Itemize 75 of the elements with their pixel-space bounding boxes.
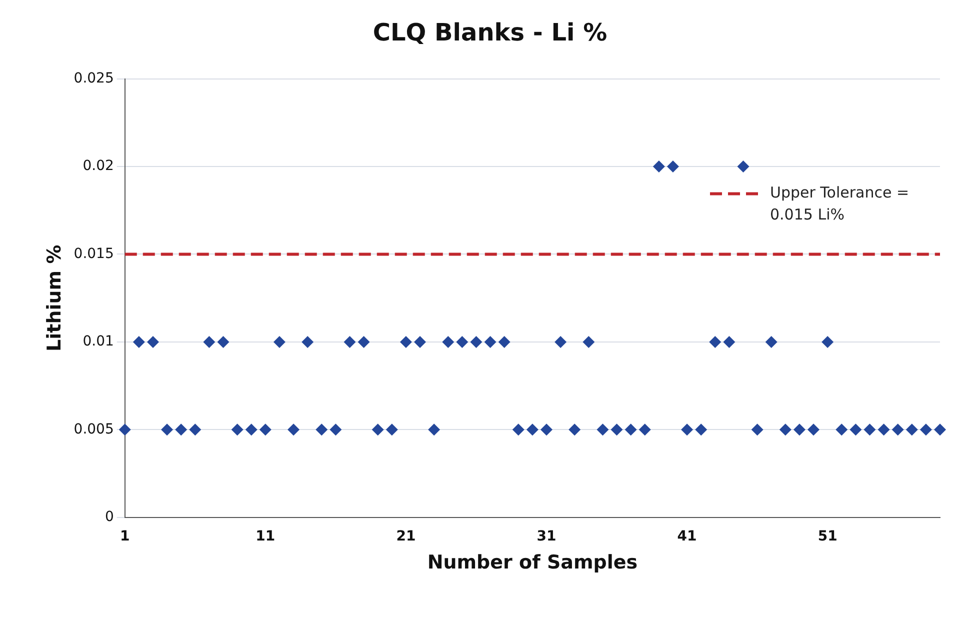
- point: [751, 424, 764, 436]
- point: [330, 424, 342, 436]
- point: [836, 424, 848, 436]
- point: [245, 424, 258, 436]
- point: [386, 424, 398, 436]
- point: [920, 424, 932, 436]
- point: [146, 336, 159, 348]
- point: [231, 424, 244, 436]
- y-tick-label: 0.015: [74, 246, 114, 262]
- point: [779, 424, 792, 436]
- point: [273, 336, 286, 348]
- point: [695, 424, 708, 436]
- point: [540, 424, 552, 436]
- point: [470, 336, 482, 348]
- point: [666, 160, 679, 173]
- point: [526, 424, 538, 436]
- x-tick-label: 41: [677, 528, 697, 544]
- point: [189, 424, 202, 436]
- x-tick-label: 11: [256, 528, 276, 544]
- y-tick-label: 0: [104, 509, 114, 526]
- y-tick-label: 0.02: [82, 158, 114, 174]
- y-tick-label: 0.005: [74, 421, 114, 438]
- point: [203, 336, 216, 348]
- point: [793, 424, 806, 436]
- point: [217, 336, 230, 348]
- point: [681, 424, 694, 436]
- point: [596, 424, 609, 436]
- point: [400, 336, 412, 348]
- x-axis-title: Number of Samples: [427, 552, 638, 574]
- point: [358, 336, 370, 348]
- point: [316, 424, 328, 436]
- point: [484, 336, 496, 348]
- point: [498, 336, 510, 348]
- point: [582, 336, 595, 348]
- point: [428, 424, 440, 436]
- point: [302, 336, 314, 348]
- legend-label: Upper Tolerance = 0.015 Li%: [770, 184, 910, 224]
- point: [808, 424, 820, 436]
- point: [161, 424, 174, 436]
- point: [456, 336, 468, 348]
- point: [864, 424, 876, 436]
- point: [652, 160, 665, 173]
- point: [737, 160, 750, 173]
- point: [132, 336, 145, 348]
- point: [512, 424, 524, 436]
- point: [850, 424, 862, 436]
- point: [259, 424, 272, 436]
- point: [442, 336, 454, 348]
- point: [554, 336, 567, 348]
- point: [892, 424, 904, 436]
- point: [344, 336, 356, 348]
- point: [568, 424, 581, 436]
- point: [906, 424, 918, 436]
- x-tick-label: 1: [120, 528, 130, 544]
- chart-title: CLQ Blanks - Li %: [372, 18, 608, 47]
- point: [638, 424, 651, 436]
- point: [709, 336, 722, 348]
- point: [934, 424, 946, 436]
- point: [878, 424, 890, 436]
- point: [175, 424, 188, 436]
- point: [765, 336, 778, 348]
- point: [723, 336, 736, 348]
- point: [414, 336, 426, 348]
- x-tick-label: 31: [536, 528, 556, 544]
- point: [288, 424, 300, 436]
- point: [372, 424, 384, 436]
- x-tick-label: 21: [396, 528, 416, 544]
- point: [118, 424, 131, 436]
- y-tick-label: 0.025: [74, 70, 114, 86]
- point: [822, 336, 834, 348]
- point: [610, 424, 623, 436]
- x-tick-label: 51: [818, 528, 838, 544]
- point: [624, 424, 637, 436]
- y-tick-label: 0.01: [82, 334, 114, 350]
- y-axis-title: Lithium %: [43, 244, 66, 352]
